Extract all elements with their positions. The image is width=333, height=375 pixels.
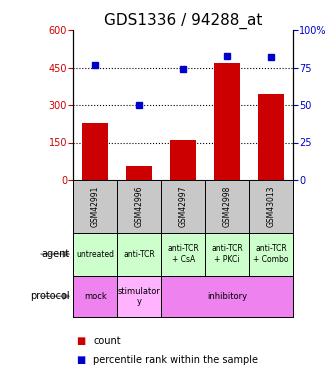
Text: GSM42997: GSM42997: [178, 186, 188, 227]
Text: anti-TCR
+ CsA: anti-TCR + CsA: [167, 244, 199, 264]
Text: mock: mock: [84, 292, 107, 301]
Text: anti-TCR: anti-TCR: [123, 250, 155, 259]
Bar: [82, 123, 109, 180]
Text: protocol: protocol: [30, 291, 70, 301]
Text: anti-TCR
+ PKCi: anti-TCR + PKCi: [211, 244, 243, 264]
Text: ■: ■: [77, 336, 86, 346]
Title: GDS1336 / 94288_at: GDS1336 / 94288_at: [104, 12, 262, 28]
Bar: [117, 276, 161, 317]
Bar: [73, 276, 117, 317]
Text: percentile rank within the sample: percentile rank within the sample: [93, 355, 258, 365]
Text: GSM42991: GSM42991: [91, 186, 100, 227]
Bar: [126, 166, 153, 180]
Text: GSM42996: GSM42996: [135, 186, 144, 227]
Bar: [214, 63, 240, 180]
Text: GSM42998: GSM42998: [222, 186, 232, 227]
Text: GSM43013: GSM43013: [266, 186, 276, 227]
Text: agent: agent: [42, 249, 70, 259]
Bar: [258, 94, 284, 180]
Bar: [170, 140, 196, 180]
Text: untreated: untreated: [76, 250, 114, 259]
Bar: [161, 276, 293, 317]
Text: stimulator
y: stimulator y: [118, 286, 161, 306]
Text: count: count: [93, 336, 121, 346]
Text: ■: ■: [77, 355, 86, 365]
Text: inhibitory: inhibitory: [207, 292, 247, 301]
Text: anti-TCR
+ Combo: anti-TCR + Combo: [253, 244, 289, 264]
